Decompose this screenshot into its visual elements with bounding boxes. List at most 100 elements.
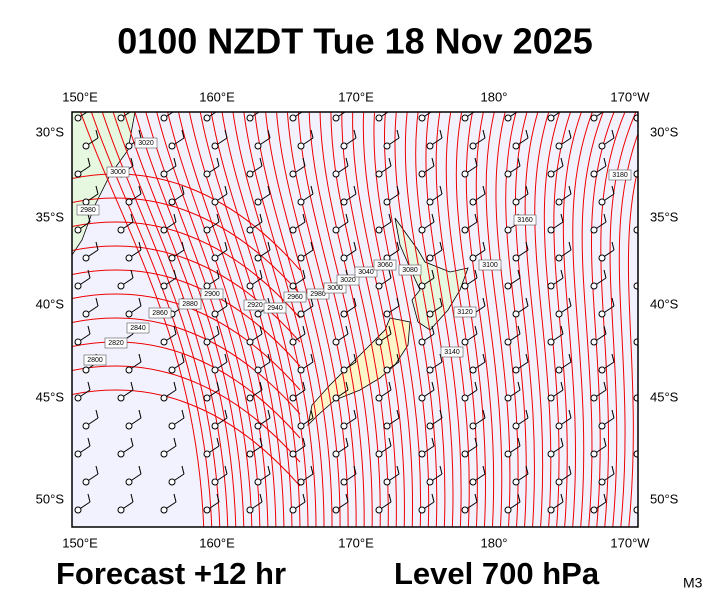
station (418, 394, 426, 402)
station (246, 114, 254, 122)
contour-label: 3100 (482, 262, 498, 269)
barb-flag (224, 353, 228, 363)
lon-label-bottom: 160°E (199, 535, 235, 550)
contour (609, 112, 637, 527)
lat-label-left: 45°S (36, 389, 65, 404)
contour (600, 112, 626, 527)
barb-flag (138, 465, 142, 475)
contour-label-box (608, 169, 632, 181)
lat-label-left: 40°S (36, 296, 65, 311)
contour (352, 112, 405, 527)
barb-flag (224, 465, 228, 475)
barb-staff (645, 250, 657, 258)
station (246, 338, 254, 346)
contour-label-box (283, 291, 307, 303)
barb-flag (560, 437, 564, 447)
station (168, 254, 176, 262)
station (340, 310, 348, 318)
station (598, 310, 606, 318)
lat-label-left: 50°S (36, 491, 65, 506)
lon-label-bottom: 150°E (62, 535, 98, 550)
barb-flag (431, 381, 435, 391)
station (160, 170, 168, 178)
barb-flag (603, 437, 607, 447)
barb-flag (482, 353, 486, 363)
station (340, 198, 348, 206)
lat-label-right: 30°S (650, 124, 679, 139)
station (254, 142, 262, 150)
contour-label: 3160 (517, 217, 533, 224)
station (504, 170, 512, 178)
station (254, 198, 262, 206)
station (340, 478, 348, 486)
barb-flag (568, 241, 572, 251)
station (125, 254, 133, 262)
station (461, 226, 469, 234)
station (117, 394, 125, 402)
station (418, 506, 426, 514)
barb-flag (302, 269, 306, 279)
station (289, 394, 297, 402)
station (168, 478, 176, 486)
station (461, 282, 469, 290)
contour (514, 112, 535, 527)
contour (178, 112, 277, 527)
contour (415, 112, 454, 527)
barb-flag (388, 493, 392, 503)
station (598, 366, 606, 374)
barb-flag (603, 493, 607, 503)
contour-label-box (148, 307, 172, 319)
station (375, 114, 383, 122)
station (375, 282, 383, 290)
contour (221, 112, 309, 527)
barb-flag (517, 157, 521, 167)
barb-flag (259, 213, 263, 223)
lon-label-top: 180° (481, 89, 508, 104)
barb-flag (647, 326, 649, 334)
station (82, 478, 90, 486)
station (117, 226, 125, 234)
station (426, 478, 434, 486)
contour (134, 112, 245, 527)
station (332, 114, 340, 122)
station (117, 450, 125, 458)
barb-staff (645, 362, 657, 370)
station (426, 310, 434, 318)
station (383, 422, 391, 430)
station (254, 254, 262, 262)
barb-flag (173, 213, 177, 223)
station (168, 142, 176, 150)
barb-flag (474, 381, 478, 391)
station (555, 366, 563, 374)
barb-flag (345, 213, 349, 223)
barb-flag (603, 325, 607, 335)
contour (101, 112, 221, 527)
barb-flag (568, 465, 572, 475)
station (590, 170, 598, 178)
station (555, 254, 563, 262)
station (246, 506, 254, 514)
contour (524, 112, 544, 527)
contour-label: 3040 (358, 269, 374, 276)
barb-flag (87, 381, 91, 391)
station (418, 450, 426, 458)
station (383, 478, 391, 486)
wind-barbs (74, 112, 657, 514)
station (297, 142, 305, 150)
barb-flag (259, 325, 263, 335)
station (332, 170, 340, 178)
barb-flag (525, 353, 529, 363)
barb-flag (138, 409, 142, 419)
station (160, 450, 168, 458)
contour (572, 112, 593, 527)
lon-label-bottom: 170°W (610, 535, 650, 550)
barb-flag (517, 381, 521, 391)
station (160, 282, 168, 290)
contour-label-box (106, 166, 130, 178)
station (74, 450, 82, 458)
station (375, 338, 383, 346)
station (547, 226, 555, 234)
barb-flag (482, 297, 486, 307)
contour-label-box (104, 337, 128, 349)
station (504, 226, 512, 234)
